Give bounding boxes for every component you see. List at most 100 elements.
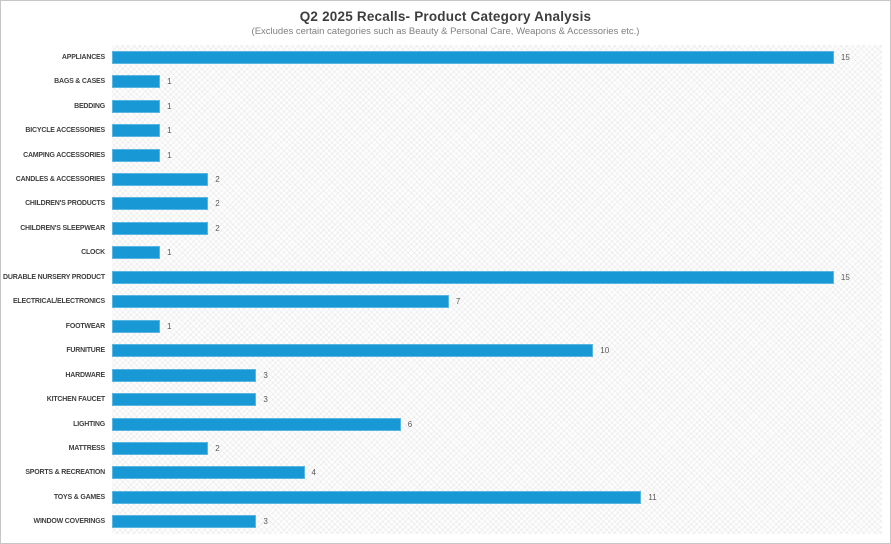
bar-row: FURNITURE 10 (1, 338, 882, 362)
bar-row: FOOTWEAR 1 (1, 314, 882, 338)
bar-area: 15 (112, 45, 882, 69)
bar-area: 4 (112, 461, 882, 485)
bar-area: 1 (112, 241, 882, 265)
bar (112, 75, 161, 89)
bar-row: KITCHEN FAUCET 3 (1, 387, 882, 411)
chart-header: Q2 2025 Recalls- Product Category Analys… (1, 8, 890, 38)
bar-area: 15 (112, 265, 882, 289)
category-label: CANDLES & ACCESSORIES (15, 175, 105, 183)
bar-row: MATTRESS 2 (1, 436, 882, 460)
bar-row: DURABLE NURSERY PRODUCT 15 (1, 265, 882, 289)
bar-area: 2 (112, 192, 882, 216)
value-label: 3 (263, 517, 268, 527)
value-label: 4 (311, 468, 316, 478)
value-label: 1 (167, 150, 172, 160)
bar-area: 1 (112, 314, 882, 338)
bar-row: HARDWARE 3 (1, 363, 882, 387)
bar (112, 148, 161, 162)
bar-row: TOYS & GAMES 11 (1, 485, 882, 509)
value-label: 1 (167, 321, 172, 331)
chart-title: Q2 2025 Recalls- Product Category Analys… (299, 9, 592, 24)
value-label: 2 (215, 199, 220, 209)
value-label: 2 (215, 174, 220, 184)
chart-subtitle: (Excludes certain categories such as Bea… (251, 26, 640, 37)
bar-area: 11 (112, 485, 882, 509)
value-label: 1 (167, 77, 172, 87)
bar-row: CHILDREN'S SLEEPWEAR 2 (1, 216, 882, 240)
bar-area: 2 (112, 436, 882, 460)
category-label: CAMPING ACCESSORIES (23, 151, 105, 159)
category-label: DURABLE NURSERY PRODUCT (3, 273, 105, 281)
value-label: 1 (167, 126, 172, 136)
value-label: 7 (455, 297, 461, 307)
value-label: 1 (167, 101, 172, 111)
bar (112, 221, 209, 235)
bar-area: 1 (112, 118, 882, 142)
category-label: ELECTRICAL/ELECTRONICS (12, 298, 105, 306)
bar-row: BAGS & CASES 1 (1, 69, 882, 93)
category-label: LIGHTING (73, 420, 105, 428)
bar (112, 466, 305, 480)
category-label: CHILDREN'S PRODUCTS (25, 200, 105, 208)
plot-area-background (112, 45, 882, 534)
category-label: WINDOW COVERINGS (33, 518, 106, 526)
value-label: 6 (407, 419, 413, 429)
category-label: TOYS & GAMES (53, 493, 105, 501)
bar (112, 50, 834, 64)
value-label: 10 (600, 346, 610, 356)
bar-row: LIGHTING 6 (1, 412, 882, 436)
category-label: BAGS & CASES (54, 78, 105, 86)
bar-row: CAMPING ACCESSORIES 1 (1, 143, 882, 167)
value-label: 15 (840, 272, 850, 282)
bar-area: 3 (112, 510, 882, 534)
bar-area: 3 (112, 363, 882, 387)
bar (112, 172, 209, 186)
bar-row: CANDLES & ACCESSORIES 2 (1, 167, 882, 191)
bar-area: 3 (112, 387, 882, 411)
category-label: FOOTWEAR (65, 322, 105, 330)
category-label: BICYCLE ACCESSORIES (25, 127, 105, 135)
value-label: 1 (167, 248, 172, 258)
bar (112, 393, 257, 407)
value-label: 3 (263, 395, 268, 405)
category-label: BEDDING (74, 102, 105, 110)
bar-row: WINDOW COVERINGS 3 (1, 510, 882, 534)
bar-row: BICYCLE ACCESSORIES 1 (1, 118, 882, 142)
category-label: MATTRESS (68, 444, 106, 452)
bar-row: CHILDREN'S PRODUCTS 2 (1, 192, 882, 216)
bar-area: 1 (112, 94, 882, 118)
value-label: 3 (263, 370, 268, 380)
bar (112, 295, 449, 309)
bar-row: APPLIANCES 15 (1, 45, 882, 69)
category-label: HARDWARE (65, 371, 105, 379)
bar (112, 197, 209, 211)
bar-area: 7 (112, 290, 882, 314)
bar (112, 246, 161, 260)
category-label: CHILDREN'S SLEEPWEAR (20, 224, 105, 232)
value-label: 15 (840, 52, 850, 62)
value-label: 2 (215, 443, 220, 453)
bar-row: BEDDING 1 (1, 94, 882, 118)
bar-area: 1 (112, 143, 882, 167)
bar-row: CLOCK 1 (1, 241, 882, 265)
bar (112, 270, 834, 284)
category-label: SPORTS & RECREATION (25, 469, 105, 477)
bar (112, 417, 401, 431)
bar-area: 10 (112, 338, 882, 362)
bar-row: SPORTS & RECREATION 4 (1, 461, 882, 485)
category-label: APPLIANCES (61, 53, 105, 61)
value-label: 2 (215, 223, 220, 233)
bar (112, 368, 257, 382)
rows-container: APPLIANCES 15 BAGS & CASES 1 BEDDING 1 BICYCLE… (1, 45, 882, 534)
bar (112, 124, 161, 138)
bar (112, 344, 594, 358)
category-label: KITCHEN FAUCET (46, 396, 105, 404)
bar (112, 441, 209, 455)
value-label: 11 (648, 492, 657, 502)
bar (112, 99, 161, 113)
bar-area: 1 (112, 69, 882, 93)
bar (112, 490, 642, 504)
category-label: FURNITURE (66, 347, 105, 355)
bar-area: 2 (112, 167, 882, 191)
